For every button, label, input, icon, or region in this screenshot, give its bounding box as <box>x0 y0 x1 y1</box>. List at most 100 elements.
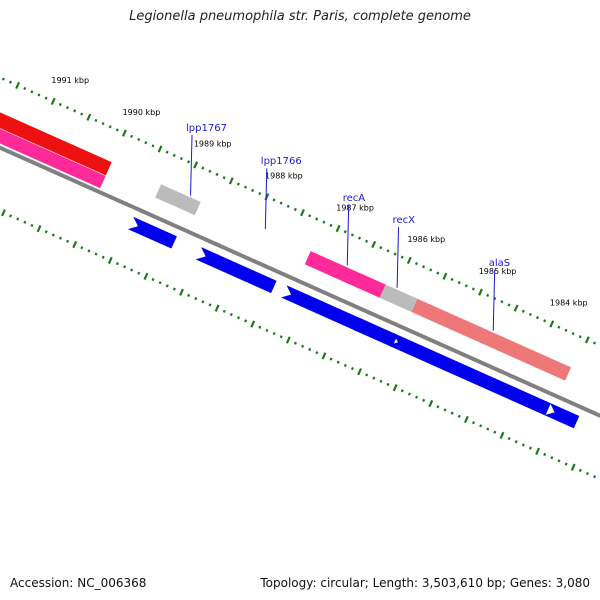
tick-mark <box>23 87 27 91</box>
tick-mark <box>101 121 105 126</box>
tick-mark <box>107 256 113 265</box>
tick-mark <box>23 220 27 224</box>
tick-mark <box>443 408 447 412</box>
tick-mark <box>65 106 69 110</box>
tick-mark <box>193 161 199 169</box>
tick-mark <box>101 255 105 259</box>
tick-mark <box>335 224 341 233</box>
tick-mark <box>464 284 468 288</box>
tick-mark <box>222 176 226 180</box>
tick-mark <box>214 304 220 312</box>
tick-mark <box>415 395 419 399</box>
tick-mark <box>108 125 112 129</box>
tick-mark <box>165 150 169 154</box>
tick-mark <box>486 293 490 297</box>
tick-mark <box>528 446 533 450</box>
tick-mark <box>479 424 483 428</box>
kbp-label: 1991 kbp <box>51 76 89 85</box>
tick-mark <box>379 379 383 383</box>
gene-label-lpp1766: lpp1766 <box>261 156 302 167</box>
feature-6 <box>379 284 418 313</box>
tick-mark <box>30 223 34 228</box>
tick-mark <box>86 113 92 121</box>
gene-label-recX: recX <box>393 215 416 226</box>
tick-mark <box>250 320 256 328</box>
tick-mark <box>592 341 597 345</box>
tick-mark <box>471 421 476 425</box>
tick-mark <box>343 363 347 367</box>
tick-mark <box>157 145 163 153</box>
tick-mark <box>15 81 21 90</box>
tick-mark <box>73 109 77 113</box>
tick-mark <box>165 284 169 288</box>
tick-mark <box>585 471 589 476</box>
tick-mark <box>564 328 568 332</box>
tick-mark <box>279 335 283 339</box>
tick-mark <box>44 96 48 100</box>
tick-mark <box>564 462 568 466</box>
tick-mark <box>550 456 554 460</box>
tick-mark <box>285 336 291 344</box>
gene-leader-line <box>492 270 496 331</box>
tick-mark <box>58 102 62 107</box>
tick-mark <box>350 366 354 371</box>
gene-label-lpp1767: lpp1767 <box>186 123 227 134</box>
tick-mark <box>137 271 141 275</box>
tick-mark <box>308 347 312 352</box>
tick-mark <box>450 277 454 282</box>
tick-mark <box>301 344 305 348</box>
kbp-label: 1989 kbp <box>194 140 232 149</box>
tick-mark <box>535 316 540 320</box>
gene-label-alaS: alaS <box>489 258 510 269</box>
tick-mark <box>87 249 91 253</box>
tick-mark <box>58 236 62 240</box>
tick-mark <box>8 80 13 84</box>
tick-mark <box>428 399 434 408</box>
tick-mark <box>72 240 78 249</box>
tick-mark <box>179 288 184 296</box>
tick-mark <box>493 430 497 434</box>
gene-leader-line <box>346 204 350 266</box>
tick-mark <box>172 153 176 157</box>
tick-mark <box>321 352 327 360</box>
tick-mark <box>507 303 511 307</box>
tick-mark <box>578 335 582 339</box>
tick-mark <box>500 300 504 304</box>
tick-mark <box>557 325 561 329</box>
gene-labels: lpp1767 lpp1766 recA recX alaS <box>186 123 510 331</box>
tick-mark <box>315 351 319 355</box>
tick-mark <box>372 376 376 380</box>
tick-mark <box>300 209 305 217</box>
tick-mark <box>37 93 41 97</box>
tick-mark <box>215 172 219 177</box>
tick-mark <box>457 414 461 418</box>
tick-mark <box>66 239 70 243</box>
tick-mark <box>450 411 454 415</box>
tick-mark <box>187 160 191 164</box>
tick-mark <box>144 141 148 145</box>
tick-mark <box>229 312 233 317</box>
tick-mark <box>36 224 42 233</box>
tick-mark <box>236 182 240 186</box>
tick-mark <box>1 209 6 217</box>
tick-mark <box>436 271 440 275</box>
tick-mark <box>293 341 297 345</box>
tick-mark <box>457 281 461 285</box>
tick-mark <box>422 265 426 269</box>
tick-mark <box>50 97 56 105</box>
tick-mark <box>429 268 433 272</box>
tick-mark <box>293 207 297 212</box>
gene-leader-line <box>264 168 268 229</box>
tick-mark <box>406 256 412 265</box>
feature-4 <box>195 246 277 294</box>
tick-mark <box>187 293 191 298</box>
tick-mark <box>9 214 13 218</box>
tick-mark <box>151 144 155 148</box>
tick-mark <box>386 382 390 387</box>
tick-mark <box>208 169 212 173</box>
tick-mark <box>386 249 390 253</box>
tick-mark <box>228 177 234 185</box>
tick-mark <box>357 236 361 240</box>
tick-mark <box>51 233 55 237</box>
